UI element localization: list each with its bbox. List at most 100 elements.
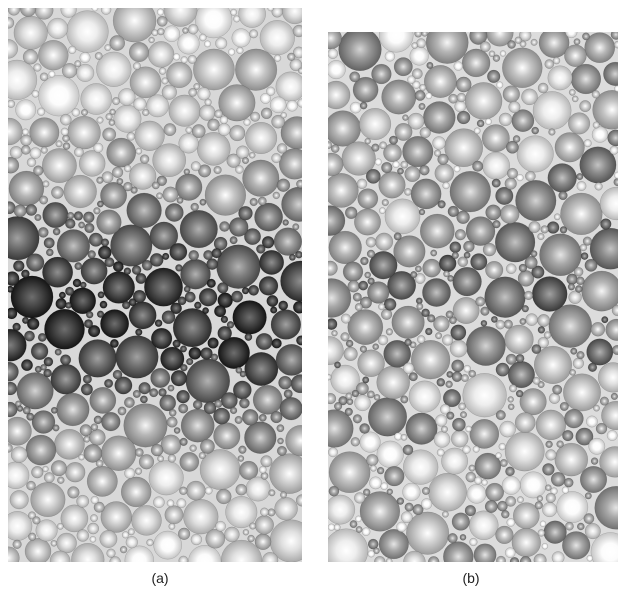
particle (385, 51, 395, 61)
particle (328, 524, 335, 531)
particle (20, 1, 36, 17)
particle (73, 279, 81, 287)
particle (149, 461, 184, 496)
particle (22, 129, 28, 135)
particle (477, 120, 484, 127)
particle (343, 262, 363, 282)
particle (162, 78, 169, 85)
particle (355, 516, 361, 522)
particle (339, 28, 382, 71)
particle (168, 454, 176, 462)
particle (81, 258, 107, 284)
particle (559, 191, 568, 200)
particle (324, 529, 368, 573)
particle (32, 90, 39, 97)
particle (80, 52, 91, 63)
particle (394, 233, 402, 241)
particle (406, 512, 449, 555)
particle (409, 372, 418, 381)
particle (50, 551, 70, 571)
particle (276, 344, 307, 375)
particle (80, 282, 86, 288)
particle (465, 505, 476, 516)
particle (62, 63, 77, 78)
particle (178, 528, 190, 540)
particle (165, 203, 183, 221)
particle (585, 523, 601, 539)
particle (74, 211, 83, 220)
particle (529, 221, 541, 233)
particle (113, 370, 122, 379)
particle (346, 340, 353, 347)
particle (328, 447, 338, 457)
particle (568, 113, 590, 135)
particle (169, 523, 175, 529)
particle (480, 42, 490, 52)
particle (0, 60, 37, 100)
particle (57, 523, 63, 529)
particle (482, 152, 509, 179)
particle (612, 345, 622, 355)
particle (101, 239, 109, 247)
particle (261, 456, 273, 468)
particle (435, 415, 447, 427)
particle (415, 90, 425, 100)
particle (120, 546, 127, 553)
particle (281, 261, 321, 301)
particle (38, 227, 48, 237)
particle (284, 390, 293, 399)
particle (576, 277, 584, 285)
particle (204, 41, 210, 47)
particle (97, 117, 104, 124)
particle (476, 297, 486, 307)
particle (366, 454, 378, 466)
particle (127, 132, 135, 140)
particle (150, 253, 163, 266)
particle (177, 499, 186, 508)
particle (88, 250, 96, 258)
particle (157, 16, 167, 26)
particle (269, 454, 309, 494)
particle (213, 408, 229, 424)
particle (218, 123, 230, 135)
particle (325, 393, 336, 404)
particle (94, 416, 102, 424)
particle (102, 172, 113, 183)
particle (332, 330, 338, 336)
particle (2, 462, 29, 489)
particle (42, 257, 72, 287)
particle (368, 278, 375, 285)
particle (360, 346, 367, 353)
particle (85, 223, 95, 233)
particle (35, 1, 53, 19)
particle (372, 64, 392, 84)
particle (363, 489, 370, 496)
particle (542, 463, 554, 475)
particle (262, 552, 278, 568)
particle (353, 414, 362, 423)
particle (87, 466, 117, 496)
particle (207, 259, 218, 270)
particle (375, 159, 382, 166)
particle (454, 166, 460, 172)
particle (193, 400, 202, 409)
particle (331, 145, 339, 153)
particle (258, 197, 266, 205)
particle (354, 209, 380, 235)
particle (402, 115, 408, 121)
particle (89, 233, 103, 247)
particle (298, 99, 307, 108)
particle (293, 25, 305, 37)
particle (259, 276, 278, 295)
particle (206, 529, 225, 548)
particle (103, 272, 135, 304)
particle (110, 35, 125, 50)
particle (149, 37, 155, 43)
particle (564, 45, 586, 67)
particle (270, 97, 286, 113)
particle (554, 214, 560, 220)
particle (181, 56, 188, 63)
particle (516, 180, 557, 221)
particle (132, 505, 162, 535)
particle (100, 182, 126, 208)
